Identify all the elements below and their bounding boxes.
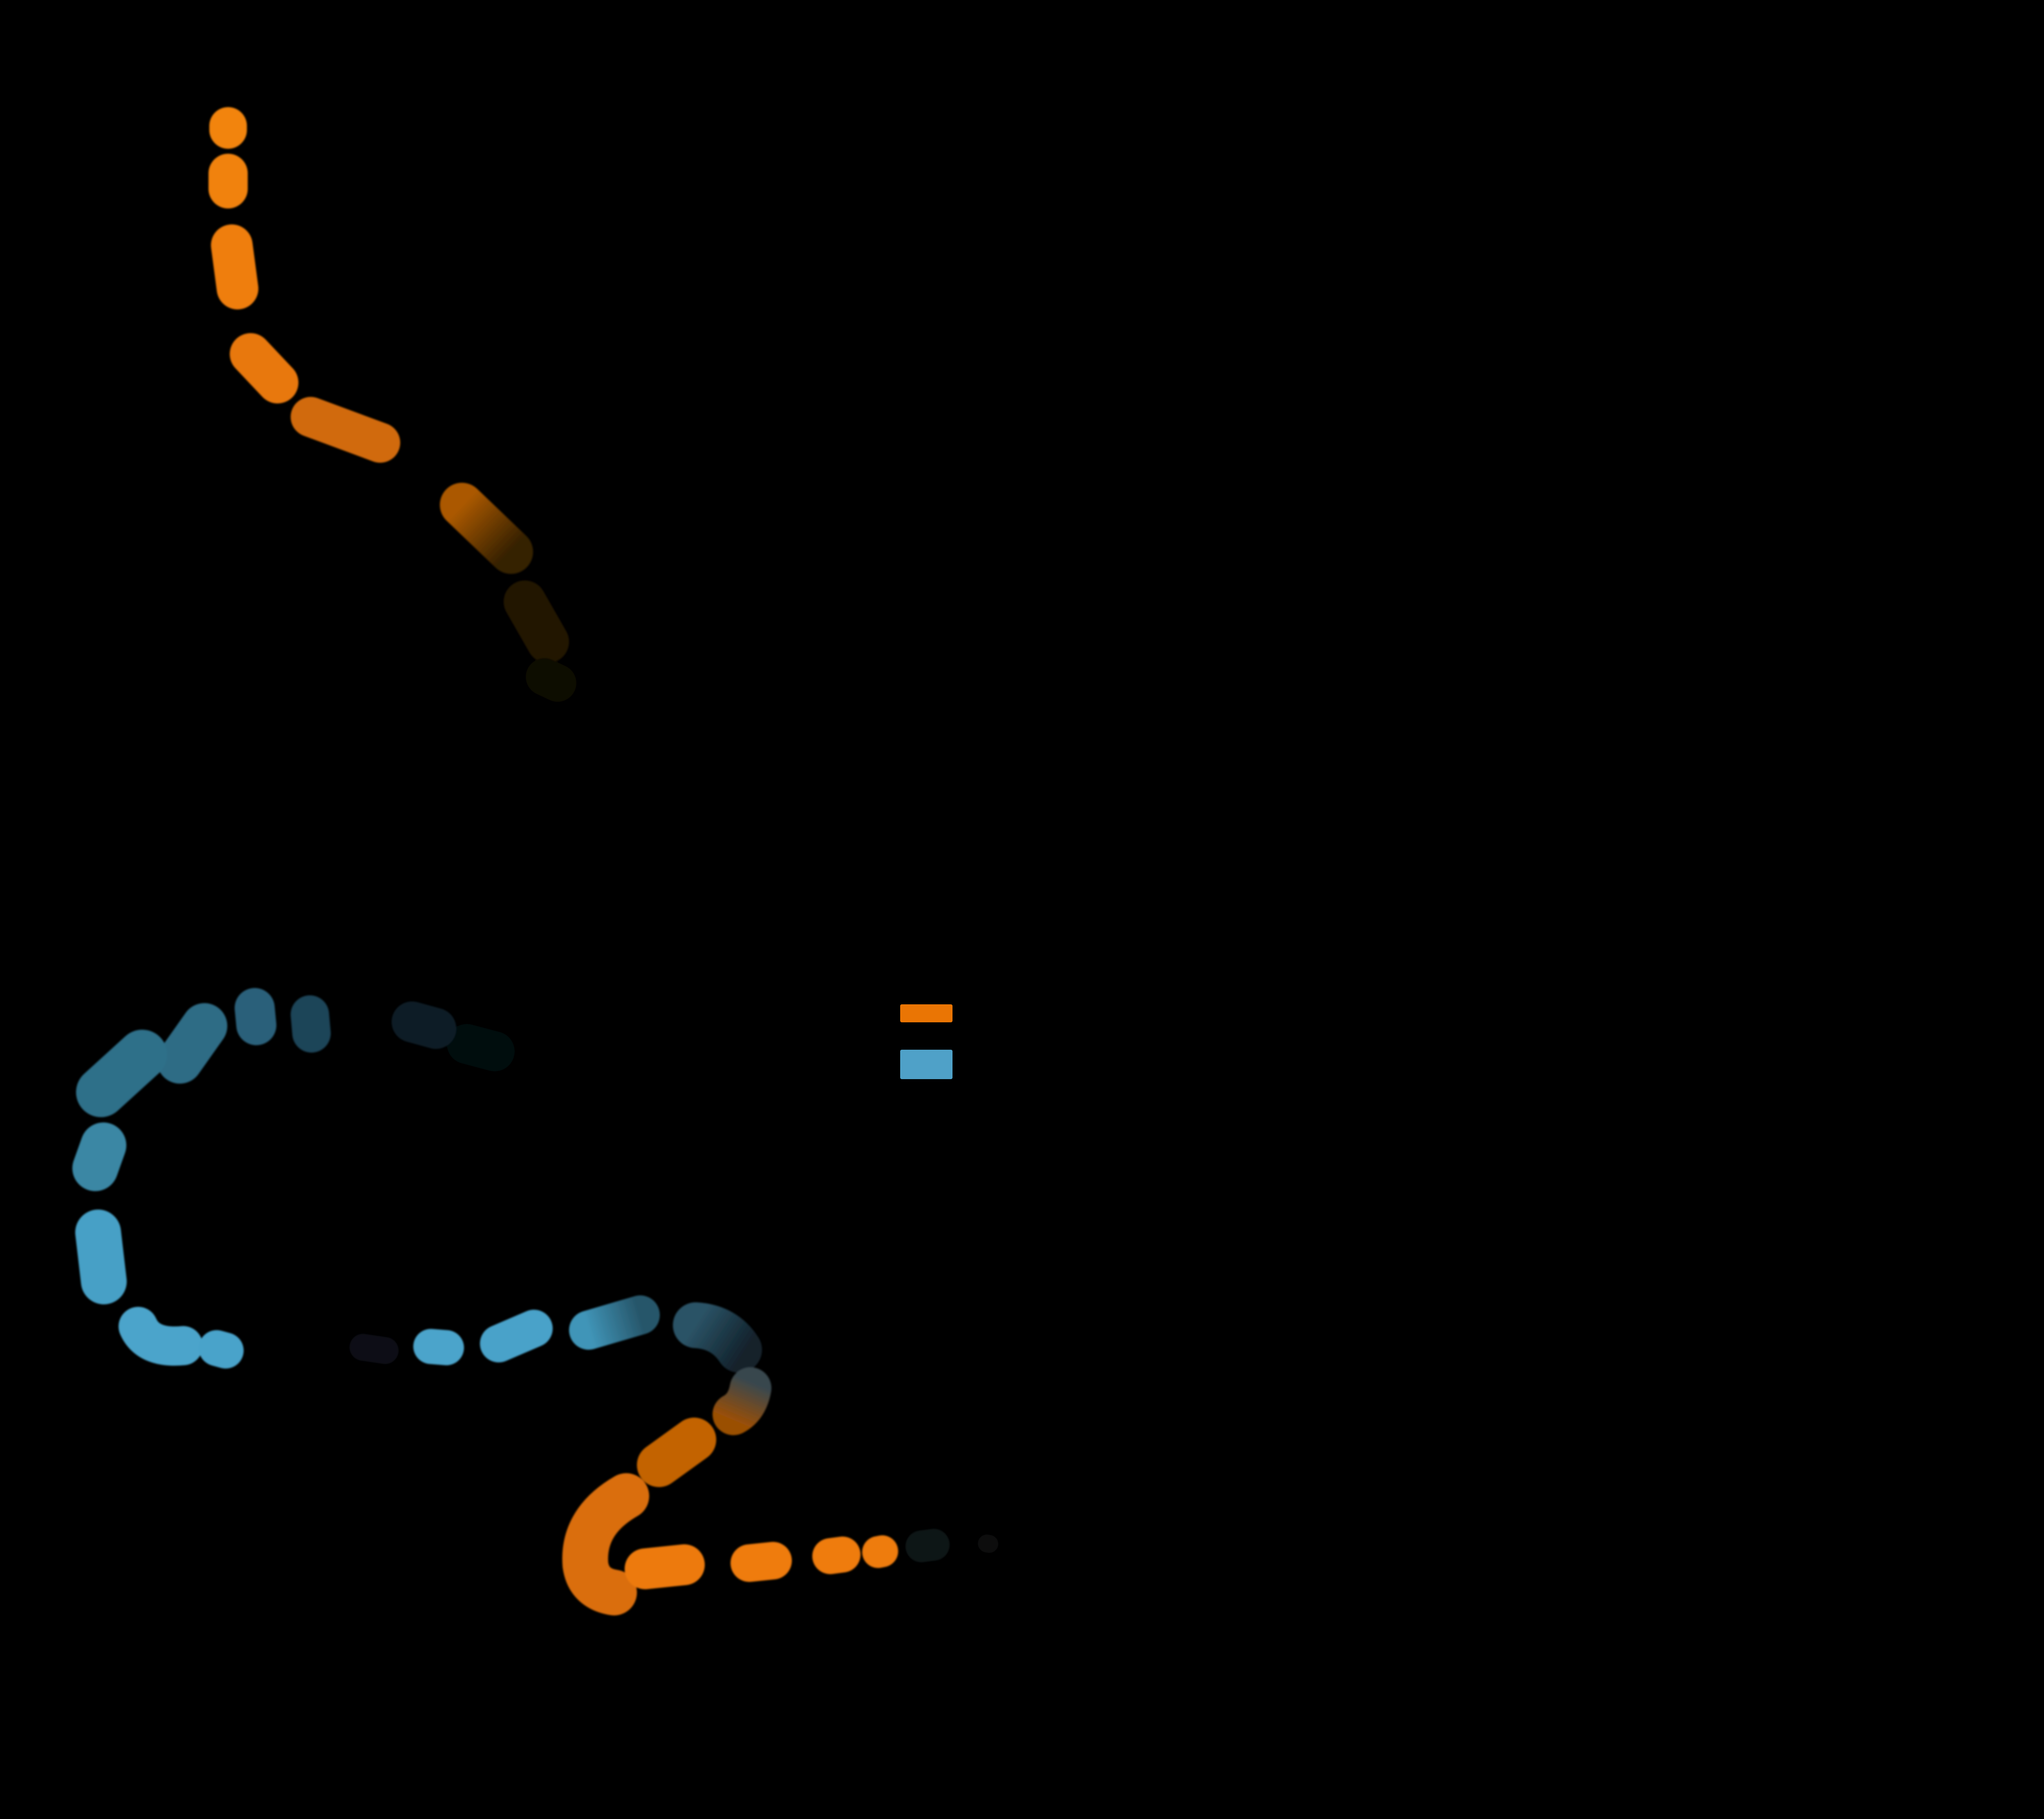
blue-loop-dash-12 [413, 1329, 464, 1365]
blue-loop-dash-4 [235, 988, 276, 1045]
blue-loop-dash-9 [119, 1307, 203, 1366]
orange-lower-dash-6 [812, 1537, 861, 1574]
blue-loop-dash-10 [199, 1330, 244, 1369]
blue-loop-dash-3 [291, 995, 331, 1053]
orange-upper-dash-4 [230, 333, 298, 403]
orange-lower-dash-4 [625, 1544, 705, 1589]
orange-lower-hook-dash [562, 1473, 649, 1615]
blue-loop-dash-5 [157, 1003, 227, 1084]
orange-lower-dash-2 [637, 1418, 716, 1487]
orange-lower-dash-8-faded [905, 1529, 950, 1562]
blue-loop-dash-6 [76, 1030, 167, 1117]
orange-upper-dash-8-faded [526, 658, 576, 702]
blue-loop-dash-2 [392, 1001, 456, 1049]
legend-swatch-orange [900, 1004, 953, 1022]
orange-upper-dash-6 [440, 483, 533, 574]
orange-lower-dash-7 [862, 1535, 898, 1568]
orange-lower-dash-9-faded [978, 1535, 998, 1553]
blue-loop-dash-8 [75, 1210, 127, 1304]
blue-loop-dash-11-faded [350, 1334, 399, 1364]
orange-lower-transition-dash [713, 1367, 771, 1435]
blue-loop-dash-14 [569, 1295, 660, 1350]
orange-lower-dash-5 [731, 1542, 792, 1582]
blue-loop-dash-7 [72, 1122, 126, 1191]
orange-upper-dash-3 [211, 224, 258, 309]
blue-loop-dash-1-faded [447, 1024, 515, 1071]
blue-loop-dash-15 [673, 1302, 762, 1373]
blue-loop-dash-13 [480, 1310, 553, 1362]
legend [900, 1004, 953, 1079]
orange-upper-dash-5 [291, 397, 400, 463]
legend-swatch-blue [900, 1050, 953, 1079]
trails-layer [72, 107, 998, 1615]
orange-upper-dash-7-faded [504, 580, 569, 663]
